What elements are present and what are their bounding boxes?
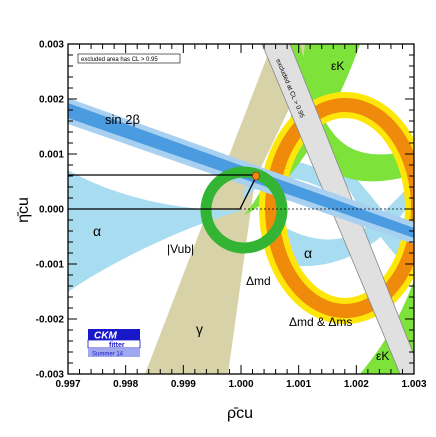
label-dmd: Δmd [246, 274, 271, 288]
y-tick-label: -0.002 [36, 315, 65, 326]
y-tick-label: 0.003 [39, 40, 64, 51]
dmd-ring [265, 98, 414, 318]
x-tick-label: 0.999 [171, 379, 196, 390]
logo-line3: Summer 14 [92, 352, 124, 358]
x-tick-label: 1.002 [344, 379, 369, 390]
logo-line1: CKM [94, 331, 117, 342]
epsilon-k-band-mid [270, 44, 414, 182]
x-tick-label: 0.998 [113, 379, 138, 390]
x-tick-label: 1.000 [228, 379, 253, 390]
label-dmd-dms: Δmd & Δms [289, 315, 352, 329]
label-alpha-right: α [304, 245, 312, 261]
x-axis-label: ρ̄cu [227, 405, 253, 422]
label-epsilon-k-top: εK [331, 59, 344, 73]
constraint-regions [68, 44, 414, 374]
alpha-region-left [68, 170, 244, 292]
label-alpha-left: α [93, 223, 101, 239]
y-tick-label: -0.001 [36, 260, 65, 271]
x-tick-label: 1.001 [286, 379, 311, 390]
logo-ckm-box [88, 329, 140, 340]
label-sin2beta: sin 2β [105, 112, 140, 127]
label-gamma: γ [196, 321, 203, 337]
label-vub: |Vub| [167, 242, 194, 256]
legend-note-box [77, 53, 181, 64]
tick-labels: 0.997 0.998 0.999 1.000 1.001 1.002 1.003 0.003… [36, 40, 427, 391]
ckmfitter-logo: CKM fitter Summer 14 [87, 329, 141, 358]
unitarity-triangle [68, 174, 259, 210]
logo-line2: fitter [109, 342, 125, 349]
y-tick-label: -0.003 [36, 370, 65, 381]
alpha-region-lower [267, 180, 414, 267]
y-axis-label: η̄cu [15, 197, 32, 223]
logo-summer-box [88, 349, 140, 357]
logo-fitter-box [87, 339, 141, 349]
legend-note: excluded area has CL > 0.95 [81, 57, 158, 63]
y-tick-label: 0.002 [39, 95, 64, 106]
x-tick-label: 1.003 [401, 379, 426, 390]
x-tick-label: 0.997 [55, 379, 80, 390]
vub-ring [200, 166, 288, 254]
best-fit-point [252, 171, 260, 181]
ticks [67, 43, 415, 375]
label-epsilon-k-bottom: εK [376, 349, 389, 363]
y-tick-label: 0.000 [39, 205, 64, 216]
y-tick-label: 0.001 [39, 150, 64, 161]
